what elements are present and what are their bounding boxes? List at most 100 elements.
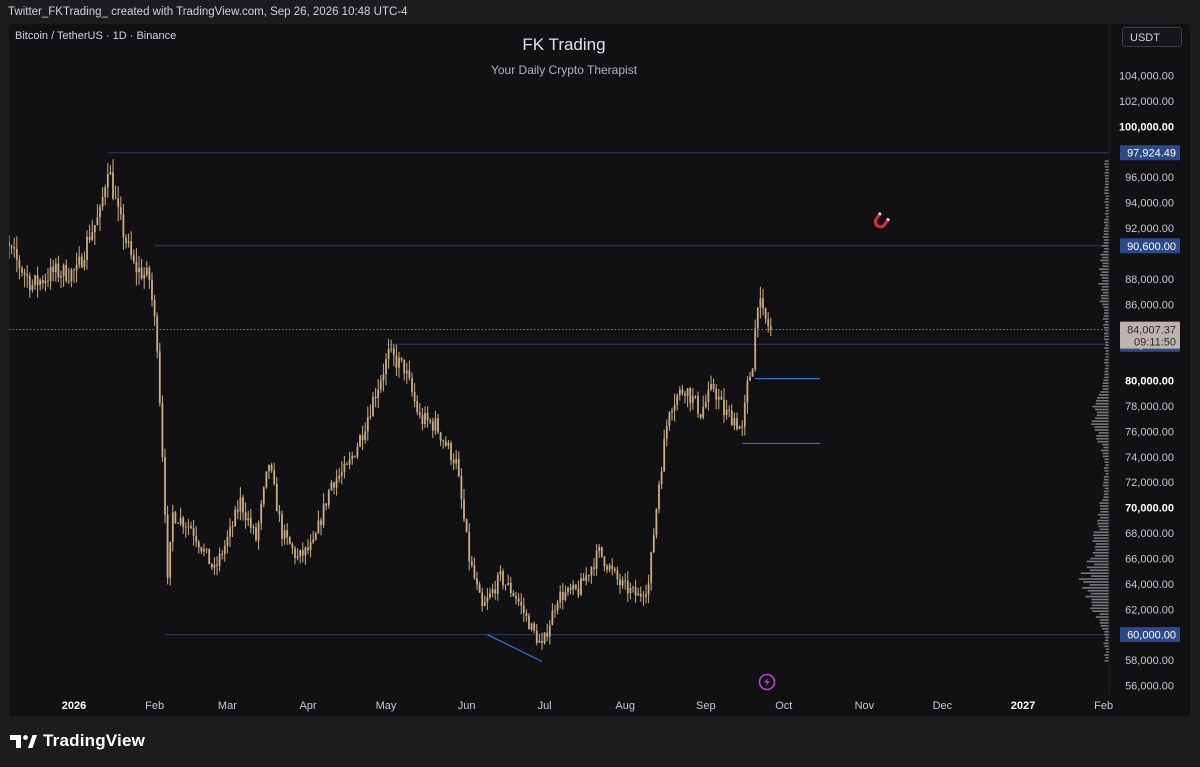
candle-body bbox=[663, 438, 666, 472]
candle-body bbox=[413, 392, 416, 402]
candle-body bbox=[642, 596, 645, 598]
volume-bar bbox=[1102, 280, 1109, 282]
candle-body bbox=[73, 269, 75, 271]
volume-bar bbox=[1094, 417, 1109, 420]
candle-body bbox=[101, 196, 104, 207]
volume-bar bbox=[1092, 551, 1109, 554]
y-tick-label: 66,000.00 bbox=[1125, 553, 1174, 565]
chart-frame[interactable]: 104,000.00 102,000.00 100,000.00 96,000.00 9… bbox=[9, 24, 1190, 716]
candle-body bbox=[621, 580, 624, 586]
y-tick-label: 96,000.00 bbox=[1125, 172, 1174, 184]
lightning-circle bbox=[758, 673, 776, 691]
volume-bar bbox=[1104, 309, 1109, 311]
y-tick-label: 70,000.00 bbox=[1125, 503, 1174, 515]
volume-bar bbox=[1105, 464, 1109, 466]
volume-bar bbox=[1098, 394, 1109, 396]
candle-body bbox=[99, 206, 101, 218]
volume-bar bbox=[1094, 429, 1109, 431]
candle-body bbox=[218, 553, 221, 566]
volume-bar bbox=[1103, 315, 1109, 317]
volume-bar bbox=[1103, 467, 1109, 469]
volume-bar bbox=[1096, 411, 1109, 414]
candle-body bbox=[244, 512, 247, 521]
candle-body bbox=[658, 484, 660, 509]
level-badge-label: 60,000.00 bbox=[1127, 630, 1176, 642]
candle-body bbox=[405, 370, 408, 374]
y-tick-label: 80,000.00 bbox=[1125, 376, 1174, 388]
candles-group bbox=[9, 159, 772, 650]
candle-body bbox=[44, 280, 47, 284]
volume-bar bbox=[1099, 502, 1109, 504]
candle-body bbox=[650, 552, 653, 584]
currency-button[interactable]: USDT bbox=[1122, 27, 1182, 47]
volume-bar bbox=[1098, 525, 1109, 528]
volume-bar bbox=[1104, 639, 1109, 642]
volume-bar bbox=[1103, 332, 1109, 335]
candle-body bbox=[725, 409, 728, 416]
candle-body bbox=[499, 571, 502, 576]
volume-bar bbox=[1103, 490, 1109, 493]
volume-bar bbox=[1105, 183, 1109, 186]
volume-bar bbox=[1105, 329, 1109, 332]
candle-body bbox=[140, 267, 143, 279]
volume-bar bbox=[1104, 192, 1109, 195]
candle-body bbox=[278, 511, 281, 515]
chart-svg[interactable]: 104,000.00 102,000.00 100,000.00 96,000.00 9… bbox=[9, 24, 1190, 716]
candle-body bbox=[434, 418, 437, 431]
candle-body bbox=[416, 401, 419, 413]
candle-body bbox=[242, 497, 244, 513]
volume-bar bbox=[1095, 549, 1109, 551]
candle-body bbox=[473, 565, 476, 579]
candle-body bbox=[125, 237, 127, 243]
candle-body bbox=[762, 298, 764, 309]
volume-bar bbox=[1096, 437, 1109, 440]
candle-body bbox=[195, 535, 198, 542]
candle-body bbox=[132, 255, 135, 262]
candle-body bbox=[515, 596, 517, 599]
volume-bar bbox=[1098, 513, 1109, 516]
candle-body bbox=[624, 580, 627, 582]
volume-bar bbox=[1102, 499, 1109, 501]
volume-bar bbox=[1096, 435, 1109, 437]
candle-body bbox=[572, 584, 575, 590]
candle-body bbox=[122, 214, 125, 238]
candle-body bbox=[699, 413, 702, 418]
candle-body bbox=[619, 579, 621, 586]
candle-body bbox=[507, 582, 510, 585]
candle-body bbox=[213, 564, 216, 568]
volume-bar bbox=[1103, 230, 1109, 233]
x-tick-label: Oct bbox=[775, 700, 792, 712]
candle-body bbox=[629, 588, 632, 594]
candle-body bbox=[634, 587, 637, 596]
candle-body bbox=[130, 241, 133, 256]
candle-body bbox=[320, 520, 322, 526]
volume-bar bbox=[1100, 508, 1109, 510]
volume-bar bbox=[1093, 537, 1109, 539]
candle-body bbox=[668, 412, 671, 426]
tradingview-logo[interactable]: TradingView bbox=[9, 731, 145, 751]
candle-body bbox=[203, 549, 205, 552]
candle-body bbox=[452, 460, 455, 464]
candle-body bbox=[429, 420, 432, 422]
candle-body bbox=[171, 512, 174, 542]
volume-bar bbox=[1097, 522, 1109, 525]
volume-bar bbox=[1099, 505, 1109, 507]
candle-body bbox=[587, 575, 590, 577]
volume-bar bbox=[1104, 470, 1109, 472]
candle-body bbox=[21, 267, 23, 273]
candle-body bbox=[606, 566, 608, 570]
candle-body bbox=[288, 537, 291, 545]
volume-bar bbox=[1105, 353, 1109, 355]
candle-body bbox=[502, 571, 504, 586]
candle-body bbox=[80, 256, 83, 268]
volume-bar bbox=[1104, 645, 1109, 648]
candle-body bbox=[759, 298, 762, 308]
volume-bar bbox=[1103, 338, 1109, 341]
candle-body bbox=[317, 520, 320, 534]
y-tick-label: 64,000.00 bbox=[1125, 579, 1174, 591]
candle-body bbox=[504, 584, 507, 586]
candle-body bbox=[457, 458, 460, 477]
candle-body bbox=[184, 526, 187, 528]
candle-body bbox=[728, 409, 731, 411]
candle-body bbox=[327, 490, 330, 506]
